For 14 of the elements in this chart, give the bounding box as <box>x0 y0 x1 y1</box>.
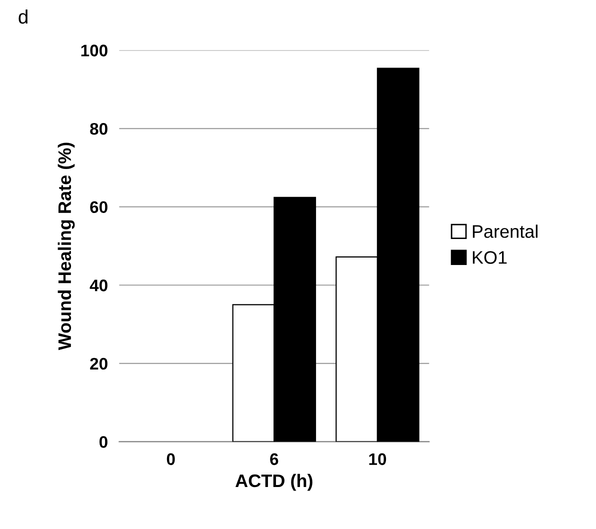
y-tick-label: 20 <box>90 358 108 370</box>
text: d <box>18 9 28 24</box>
x-tick-label: 0 <box>166 453 175 466</box>
y-tick-label: 80 <box>90 122 108 135</box>
y-tick-label: 60 <box>90 201 108 214</box>
y-tick-label: 100 <box>81 44 108 56</box>
x-tick-label: 10 <box>369 453 386 466</box>
y-tick-label: 40 <box>90 280 108 292</box>
y-axis-title: Wound Healing Rate (%) <box>58 142 75 350</box>
legend-label: KO1 <box>472 251 507 264</box>
y-tick-label: 0 <box>99 436 108 448</box>
x-axis-title: ACTD (h) <box>236 474 312 491</box>
x-tick-label: 6 <box>270 453 278 466</box>
legend-label: Parental <box>472 224 538 238</box>
